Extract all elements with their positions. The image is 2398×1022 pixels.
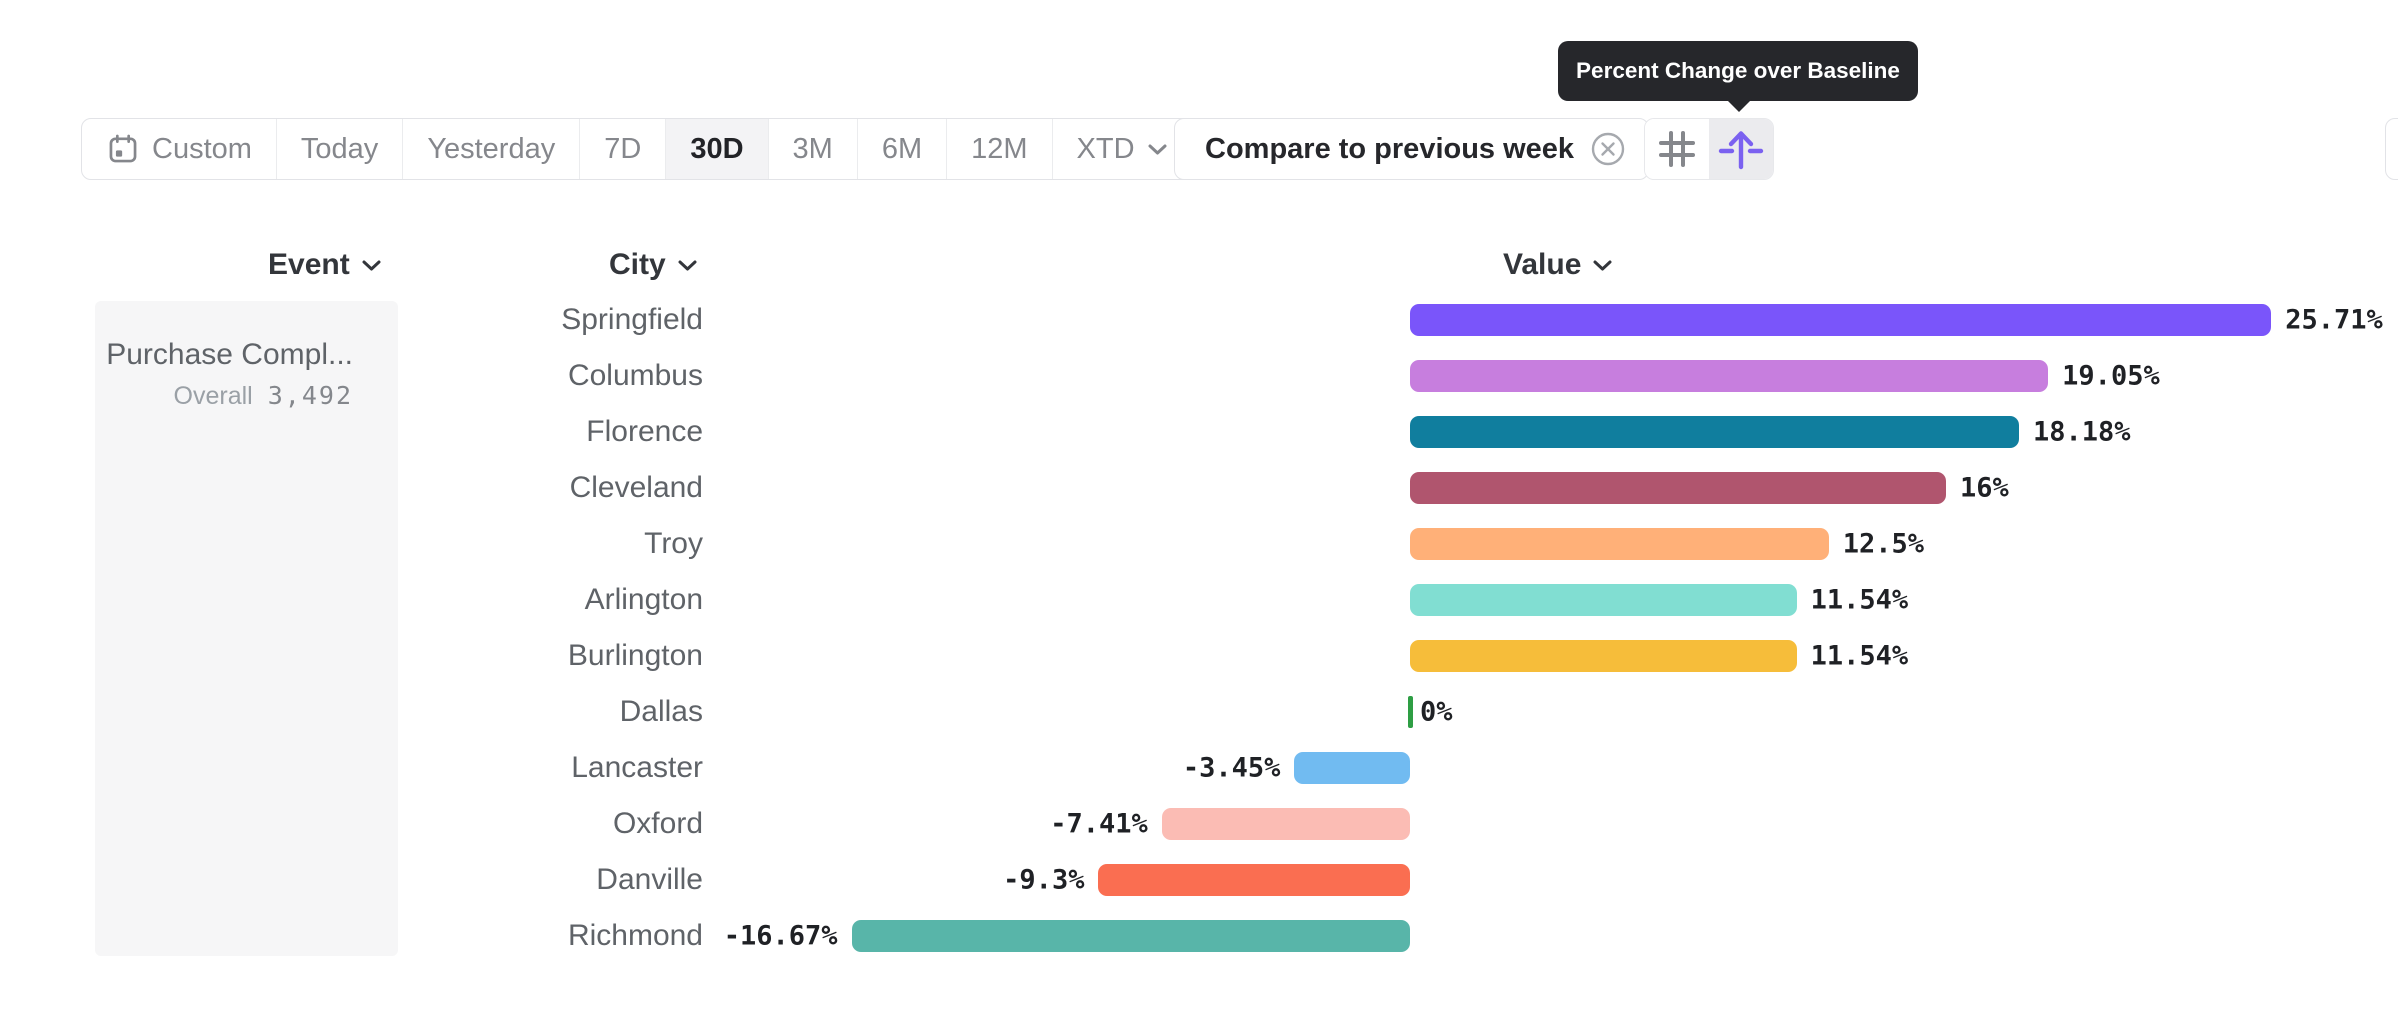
column-header-label: Value: [1503, 248, 1582, 281]
compare-chip[interactable]: Compare to previous week: [1174, 118, 1650, 180]
date-range-12m[interactable]: 12M: [947, 119, 1053, 179]
tooltip: Percent Change over Baseline: [1558, 41, 1918, 112]
date-range-label: 3M: [792, 132, 833, 165]
date-range-picker: Custom Today Yesterday 7D 30D 3M 6M 12M XTD: [81, 118, 1193, 180]
city-label: Lancaster: [571, 751, 703, 784]
chart-row: Lancaster -3.45%: [0, 740, 2398, 796]
chart-row: Columbus 19.05%: [0, 348, 2398, 404]
value-bar[interactable]: [1294, 752, 1410, 784]
view-toggle: [1644, 118, 1774, 180]
event-name: Purchase Compl...: [106, 338, 353, 371]
chevron-down-icon: [1592, 259, 1613, 272]
chart-row: Danville -9.3%: [0, 852, 2398, 908]
city-label: Danville: [596, 863, 703, 896]
event-overall: Overall 3,492: [174, 381, 353, 411]
value-bar[interactable]: [1410, 360, 2049, 392]
chart-row: Oxford -7.41%: [0, 796, 2398, 852]
value-label: 18.18%: [2033, 416, 2131, 448]
value-bar[interactable]: [1410, 528, 1829, 560]
chevron-down-icon: [1147, 143, 1168, 156]
chart-row: Cleveland 16%: [0, 460, 2398, 516]
column-header-event[interactable]: Event: [268, 247, 382, 283]
city-label: Troy: [644, 527, 703, 560]
column-header-label: City: [609, 248, 666, 281]
event-panel[interactable]: Purchase Compl... Overall 3,492: [95, 301, 398, 956]
value-label: 11.54%: [1810, 584, 1909, 616]
city-label: Arlington: [584, 583, 703, 616]
value-bar[interactable]: [1410, 304, 2272, 336]
value-label: 12.5%: [1842, 528, 1925, 560]
value-bar[interactable]: [1098, 864, 1410, 896]
date-range-7d[interactable]: 7D: [580, 119, 667, 179]
column-header-city[interactable]: City: [609, 247, 698, 283]
partial-edge-button[interactable]: [2385, 118, 2398, 180]
value-bar[interactable]: [1410, 584, 1797, 616]
zero-tick[interactable]: [1408, 696, 1413, 728]
bar-chart: Springfield 25.71% Columbus 19.05% Florence 1…: [0, 292, 2398, 964]
tooltip-text: Percent Change over Baseline: [1576, 58, 1900, 83]
baseline-arrow-up-icon: [1718, 126, 1764, 172]
city-label: Burlington: [567, 639, 703, 672]
chevron-down-icon: [677, 259, 698, 272]
value-bar[interactable]: [1410, 472, 1946, 504]
city-label: Dallas: [619, 695, 703, 728]
city-label: Oxford: [612, 807, 703, 840]
date-range-xtd[interactable]: XTD: [1053, 119, 1192, 179]
calendar-icon: [106, 132, 140, 166]
chart-row: Troy 12.5%: [0, 516, 2398, 572]
city-label: Columbus: [567, 359, 703, 392]
percent-change-button[interactable]: [1709, 119, 1773, 179]
column-header-value[interactable]: Value: [1503, 247, 1613, 283]
value-label: -9.3%: [1003, 864, 1085, 896]
date-range-label: Today: [300, 132, 379, 165]
date-range-label: XTD: [1076, 132, 1135, 165]
value-bar[interactable]: [1410, 416, 2020, 448]
city-label: Florence: [586, 415, 703, 448]
chart-row: Springfield 25.71%: [0, 292, 2398, 348]
overall-label: Overall: [173, 382, 253, 410]
value-label: -7.41%: [1050, 808, 1148, 840]
overall-value: 3,492: [267, 381, 353, 410]
date-range-label: Yesterday: [427, 132, 556, 165]
date-range-today[interactable]: Today: [277, 119, 404, 179]
value-label: 25.71%: [2285, 304, 2383, 336]
value-bar[interactable]: [1410, 640, 1797, 672]
date-range-3m[interactable]: 3M: [769, 119, 858, 179]
value-label: 11.54%: [1810, 640, 1909, 672]
column-header-label: Event: [268, 248, 350, 281]
value-label: 0%: [1420, 696, 1453, 728]
grid-view-button[interactable]: [1645, 119, 1709, 179]
chart-row: Burlington 11.54%: [0, 628, 2398, 684]
date-range-custom[interactable]: Custom: [82, 119, 277, 179]
date-range-yesterday[interactable]: Yesterday: [403, 119, 581, 179]
value-bar[interactable]: [1161, 808, 1410, 840]
value-label: -16.67%: [723, 920, 838, 952]
city-label: Richmond: [567, 919, 703, 952]
chart-row: Richmond -16.67%: [0, 908, 2398, 964]
date-range-label: 6M: [881, 132, 923, 165]
value-bar[interactable]: [851, 920, 1410, 952]
value-label: 19.05%: [2062, 360, 2160, 392]
compare-chip-label: Compare to previous week: [1205, 132, 1575, 165]
chart-row: Florence 18.18%: [0, 404, 2398, 460]
city-label: Springfield: [561, 303, 703, 336]
chart-row: Dallas 0%: [0, 684, 2398, 740]
date-range-6m[interactable]: 6M: [858, 119, 948, 179]
value-label: -3.45%: [1182, 752, 1281, 784]
chevron-down-icon: [361, 259, 382, 272]
hash-icon: [1656, 128, 1698, 170]
date-range-label: 12M: [971, 132, 1028, 165]
date-range-label: 7D: [604, 132, 642, 165]
city-label: Cleveland: [569, 471, 703, 504]
date-range-label: Custom: [152, 132, 252, 165]
date-range-label: 30D: [690, 132, 744, 165]
date-range-30d[interactable]: 30D: [666, 119, 769, 179]
chart-row: Arlington 11.54%: [0, 572, 2398, 628]
close-circle-icon[interactable]: [1590, 131, 1626, 167]
value-label: 16%: [1960, 472, 2009, 504]
